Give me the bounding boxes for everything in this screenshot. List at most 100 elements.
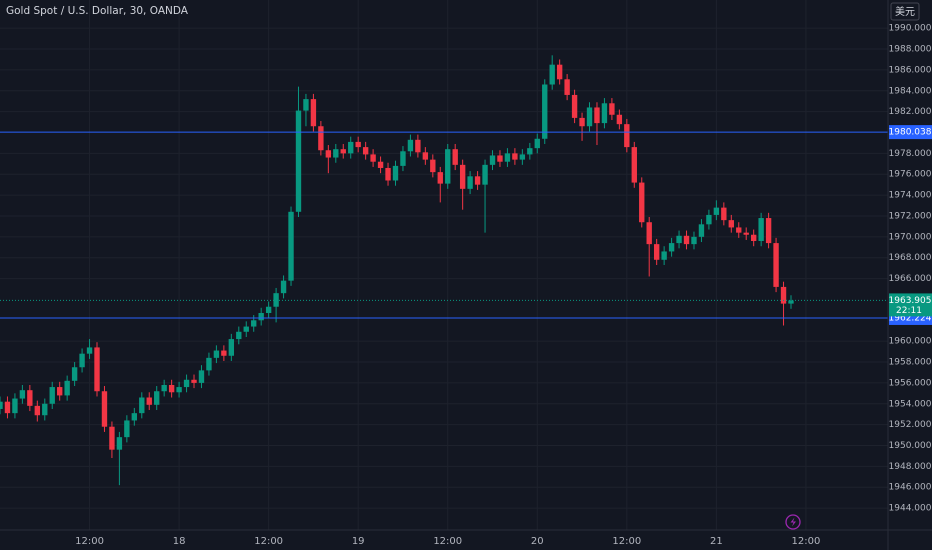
price-tag: [889, 125, 932, 140]
countdown-label: 22:11: [896, 306, 922, 316]
candle-body: [183, 379, 190, 388]
candle-body: [168, 384, 175, 393]
currency-button[interactable]: [890, 2, 920, 21]
candle-body: [586, 107, 593, 127]
candle-body: [631, 147, 637, 183]
y-tick-label: 1952.000: [889, 420, 932, 430]
candle-body: [758, 218, 764, 242]
candle-body: [706, 214, 712, 225]
candle-body: [265, 306, 272, 313]
current-price-label: 1963.905: [889, 296, 932, 306]
y-tick-label: 1956.000: [889, 378, 932, 388]
candle-body: [624, 124, 630, 148]
y-tick-label: 1970.000: [889, 232, 932, 242]
x-tick-label: 12:00: [75, 536, 104, 547]
x-tick-label: 19: [352, 536, 365, 547]
candle-body: [325, 150, 332, 158]
candle-body: [377, 161, 384, 168]
y-tick-label: 1950.000: [889, 441, 932, 451]
candle-body: [788, 300, 794, 304]
y-tick-label: 1988.000: [889, 45, 932, 55]
current-price-tag: [889, 293, 932, 317]
overlay: 1944.000 1946.000 1948.000 1950.000 1952.000…: [0, 24, 932, 547]
price-tag-label: 1980.038: [889, 128, 932, 138]
price-tag-label: 1962.224: [889, 313, 932, 323]
y-tick-label: 1976.000: [889, 170, 932, 180]
y-tick-label: 1958.000: [889, 358, 932, 368]
candle-body: [482, 164, 488, 185]
candle-body: [101, 391, 108, 427]
candle-body: [430, 159, 436, 173]
alert-icon[interactable]: [785, 514, 801, 530]
y-tick-label: 1978.000: [889, 149, 932, 159]
candle-body: [109, 426, 115, 450]
candle-body: [489, 155, 496, 165]
y-tick-label: 1966.000: [889, 274, 932, 284]
candle-body: [564, 79, 570, 95]
candle-body: [616, 114, 623, 125]
candle-body: [86, 347, 93, 354]
candle-body: [415, 139, 421, 153]
candle-body: [12, 398, 18, 414]
candle-body: [280, 280, 287, 294]
x-tick-label: 12:00: [792, 536, 821, 547]
candle-body: [71, 367, 78, 381]
candle-body: [124, 420, 130, 438]
candle-body: [362, 147, 369, 155]
y-tick-label: 1954.000: [889, 399, 932, 409]
candle-body: [653, 244, 660, 260]
candle-body: [601, 103, 608, 124]
candle-body: [519, 154, 526, 160]
x-tick-label: 12:00: [433, 536, 462, 547]
candle-body: [385, 167, 391, 181]
candle-body: [467, 176, 473, 189]
y-tick-label: 1982.000: [889, 107, 932, 117]
candle-body: [452, 149, 458, 165]
candle-body: [213, 350, 220, 358]
candle-body: [400, 151, 406, 166]
candle-body: [236, 331, 242, 340]
candle-body: [497, 155, 503, 162]
candle-body: [0, 401, 3, 409]
candle-body: [251, 320, 257, 327]
candle-body: [19, 390, 26, 399]
candle-body: [221, 350, 227, 356]
candle-body: [691, 236, 697, 245]
candle-body: [42, 403, 48, 416]
y-tick-label: 1984.000: [889, 86, 932, 96]
candle-body: [422, 152, 429, 160]
candle-body: [258, 312, 264, 321]
y-tick-label: 1990.000: [889, 24, 932, 34]
candle-body: [198, 370, 205, 383]
candle-body: [340, 149, 346, 154]
candle-body: [154, 391, 160, 405]
x-tick-label: 12:00: [254, 536, 283, 547]
candle-body: [64, 380, 70, 396]
candle-body: [534, 138, 540, 149]
candle-body: [780, 286, 787, 304]
currency-button-label[interactable]: 美元: [895, 5, 915, 18]
candle-body: [139, 397, 145, 414]
candle-body: [750, 234, 757, 242]
candle-body: [57, 387, 63, 396]
candle-body: [94, 347, 100, 392]
candle-body: [49, 387, 55, 404]
candle-body: [773, 243, 779, 287]
candles: [0, 55, 794, 486]
candle-body: [176, 387, 182, 393]
candle-body: [310, 99, 317, 127]
y-tick-label: 1972.000: [889, 211, 932, 221]
candle-body: [743, 232, 749, 235]
y-tick-label: 1948.000: [889, 462, 932, 472]
candle-body: [206, 357, 212, 371]
alert-icon-bolt[interactable]: [790, 517, 797, 527]
candle-body: [333, 149, 339, 158]
y-tick-label: 1986.000: [889, 65, 932, 75]
candle-body: [288, 211, 294, 281]
candle-body: [713, 207, 720, 215]
candle-body: [161, 384, 167, 392]
candle-body: [445, 149, 451, 184]
candle-body: [721, 207, 727, 221]
